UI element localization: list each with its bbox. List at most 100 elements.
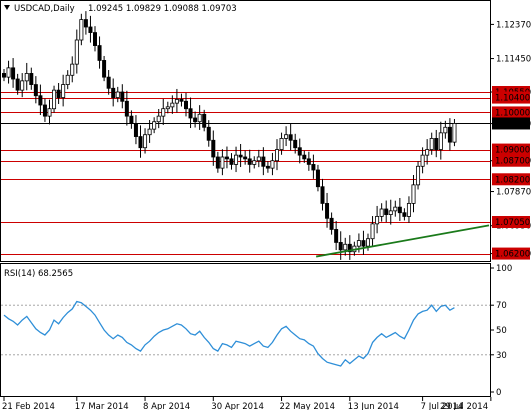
candle-body [284, 134, 289, 139]
time-tick-label: 13 Jun 2014 [348, 402, 399, 410]
candle-body [379, 208, 384, 217]
candle-body [388, 210, 393, 215]
candle-body [334, 229, 339, 243]
candle-body [79, 19, 84, 41]
candle-body [261, 156, 266, 167]
support-trendline [315, 224, 490, 258]
candle-body [325, 203, 330, 219]
candle-body [274, 149, 279, 162]
candle-body [256, 156, 261, 162]
candle-body [315, 169, 320, 188]
level-label-box [492, 173, 530, 186]
candle-body [224, 156, 229, 160]
candle-body [329, 217, 334, 230]
rsi-panel [0, 263, 491, 397]
candle-body [161, 108, 166, 117]
level-label: 1.07050 [495, 218, 530, 228]
candle-body [238, 154, 243, 158]
rsi-axis: 100 70 50 30 0 [490, 264, 512, 398]
candle-body [416, 165, 421, 186]
candle-body [24, 73, 29, 82]
candle-body [347, 243, 352, 253]
header-triangle-icon [4, 5, 10, 10]
rsi-tick-label: 50 [496, 326, 507, 336]
time-axis: 21 Feb 2014 17 Mar 2014 8 Apr 2014 30 Apr 2… [2, 397, 492, 410]
time-tick-label: 30 Apr 2014 [211, 402, 264, 410]
rsi-tick-label: 100 [496, 264, 512, 274]
candle-body [220, 156, 225, 169]
candle-body [42, 104, 47, 117]
candle-body [102, 60, 107, 78]
candle-body [452, 123, 457, 143]
trendline [315, 224, 490, 258]
candle-body [447, 126, 452, 143]
candle-body [11, 67, 16, 80]
candle-body [111, 87, 116, 98]
chart-header-ohlc: 1.09245 1.09829 1.09088 1.09703 [88, 4, 237, 14]
chart-header-symbol: USDCAD,Daily [14, 4, 75, 14]
candle-body [97, 45, 102, 61]
candle-body [393, 206, 398, 212]
candle-body [306, 158, 311, 165]
candle-body [229, 158, 234, 165]
candles [2, 11, 457, 260]
candle-body [384, 208, 389, 215]
candle-body [293, 139, 298, 149]
candle-body [265, 165, 270, 169]
candle-body [443, 126, 448, 134]
candle-body [411, 184, 416, 204]
candle-body [179, 99, 184, 102]
candle-body [152, 121, 157, 130]
level-label: 1.08200 [495, 175, 530, 185]
candle-body [279, 138, 284, 150]
candle-body [270, 160, 275, 169]
candle-body [215, 156, 220, 169]
level-label-box [492, 117, 530, 130]
candle-body [83, 19, 88, 28]
candle-body [115, 91, 120, 98]
candle-body [33, 84, 38, 97]
level-label: 1.09700 [495, 119, 530, 129]
candle-body [170, 102, 175, 108]
level-label-box [492, 91, 530, 104]
candle-body [243, 156, 248, 160]
candle-body [311, 164, 316, 171]
candle-body [356, 240, 361, 247]
rsi-tick-label: 0 [496, 388, 501, 398]
rsi-label: RSI(14) 68.2565 [4, 269, 73, 279]
candle-body [434, 138, 439, 150]
level-label: 1.10400 [495, 94, 530, 104]
candle-body [343, 243, 348, 251]
level-label-box [492, 106, 530, 119]
candle-body [202, 113, 207, 128]
level-label-box [492, 247, 530, 260]
time-tick-label: 7 Jul 2014 [421, 402, 464, 410]
time-tick-label: 17 Mar 2014 [75, 402, 129, 410]
price-tick-label: 1.12370 [496, 20, 531, 30]
level-label: 1.10000 [495, 108, 530, 118]
candle-body [47, 108, 52, 117]
candle-body [361, 240, 366, 247]
candle-body [420, 154, 425, 167]
candle-body [320, 186, 325, 204]
candle-body [88, 26, 93, 33]
time-tick-label: 8 Apr 2014 [143, 402, 190, 410]
rsi-line [3, 300, 455, 367]
time-tick-label: 21 Feb 2014 [2, 402, 55, 410]
candle-body [143, 134, 148, 149]
candle-body [247, 158, 252, 165]
candle-body [74, 39, 79, 65]
rsi-tick-label: 30 [496, 351, 507, 361]
candle-body [438, 132, 443, 150]
candle-body [183, 100, 188, 110]
candle-body [70, 63, 75, 76]
candle-body [193, 117, 198, 123]
candle-body [425, 149, 430, 156]
level-label-box [492, 216, 530, 228]
candle-body [61, 84, 66, 98]
candle-body [65, 74, 70, 85]
rsi-tick-label: 70 [496, 301, 507, 311]
level-label: 1.09000 [495, 146, 530, 156]
candle-body [93, 32, 98, 46]
